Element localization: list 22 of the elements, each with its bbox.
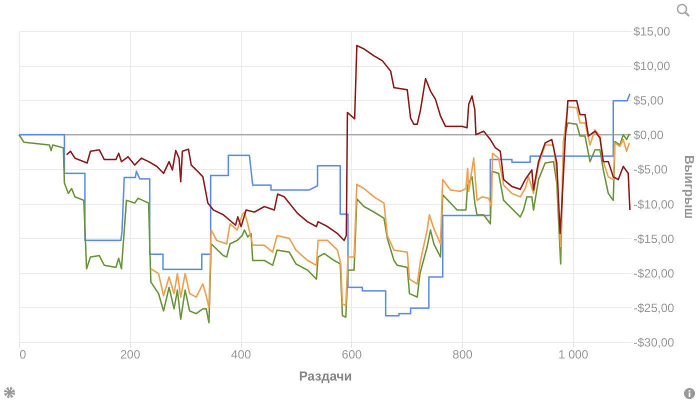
y-tick-label: -$15,00 [634,232,675,246]
x-tick-label: 800 [452,348,473,362]
y-tick-label: -$30,00 [634,336,675,350]
line-series [18,122,630,324]
x-tick-label: 600 [342,348,362,362]
x-tick-label: 400 [231,348,252,362]
y-tick-label: -$20,00 [634,266,675,280]
y-axis-title: Выигрыш [682,155,698,219]
y-tick-label: $5,00 [634,94,664,108]
y-tick-label: -$5,00 [634,162,668,177]
x-tick-label: 1 000 [558,348,589,362]
y-tick-label: -$25,00 [634,300,675,315]
line-series [66,44,631,242]
y-tick-label: $0,00 [634,128,664,142]
y-tick-label: -$10,00 [634,197,675,212]
x-tick-label: 200 [120,348,141,362]
x-axis-title: Раздачи [298,368,352,384]
y-tick-label: $15,00 [634,24,671,38]
y-tick-label: $10,00 [634,59,671,74]
line-series [150,106,630,308]
x-tick-label: 0 [20,348,26,362]
line-series [18,93,631,316]
